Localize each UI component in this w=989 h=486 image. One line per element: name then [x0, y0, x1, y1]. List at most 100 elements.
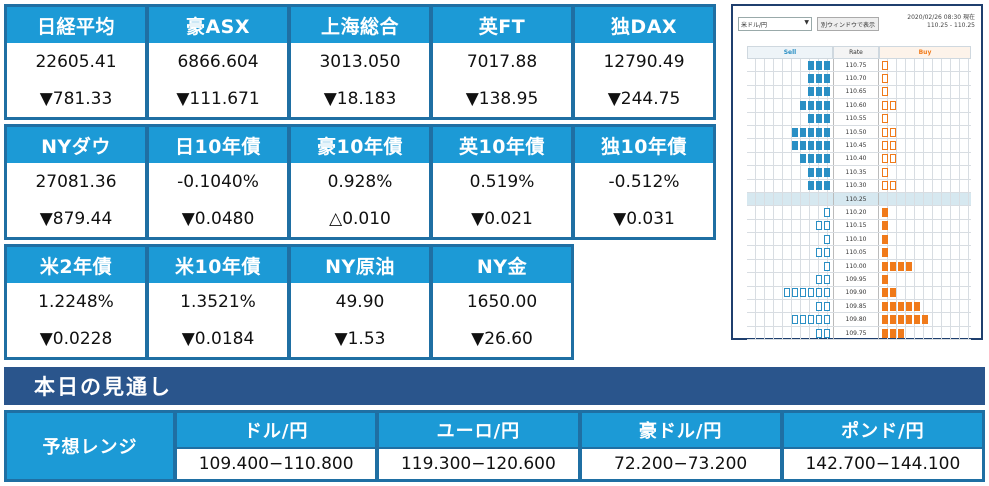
order-book-row: 110.15 [747, 219, 971, 234]
buy-order-square [922, 315, 928, 325]
order-book-row: 110.50 [747, 125, 971, 140]
sell-order-square [792, 141, 798, 151]
quote-change: ▼0.0184 [149, 320, 287, 357]
sell-order-square [784, 288, 790, 298]
sell-order-square [824, 181, 830, 191]
open-new-window-button[interactable]: 別ウィンドウで表示 [817, 17, 879, 31]
order-book-panel: 米ドル/円 ▼ 別ウィンドウで表示 2020/02/26 08:30 現在 11… [731, 4, 983, 341]
sell-order-square [816, 74, 822, 84]
buy-orders [879, 273, 971, 286]
quote-cell: 独DAX 12790.49 ▼244.75 [575, 7, 713, 117]
quote-value: 1.3521% [149, 283, 287, 320]
sell-order-square [824, 248, 830, 258]
order-book-row: 110.05 [747, 246, 971, 260]
sell-order-square [816, 154, 822, 164]
rate-header: Rate [833, 46, 879, 59]
buy-order-square [882, 328, 888, 338]
sell-orders [747, 286, 833, 300]
sell-order-square [808, 74, 814, 84]
order-book-row: 110.60 [747, 99, 971, 113]
sell-order-square [824, 60, 830, 70]
buy-orders [879, 326, 971, 340]
forecast-pair-name: 豪ドル/円 [581, 413, 780, 447]
quote-name: 日経平均 [7, 7, 145, 43]
forecast-pair-name: ドル/円 [177, 413, 376, 447]
buy-order-square [882, 60, 888, 70]
sell-order-square [824, 167, 830, 177]
quote-value: 7017.88 [433, 43, 571, 80]
order-book-range: 110.25 - 110.25 [927, 22, 975, 29]
buy-order-square [898, 315, 904, 325]
rate-label: 110.75 [833, 59, 879, 72]
buy-order-square [906, 301, 912, 311]
buy-order-square [914, 301, 920, 311]
sell-order-square [816, 181, 822, 191]
buy-orders [879, 112, 971, 125]
buy-order-square [882, 154, 888, 164]
sell-order-square [808, 288, 814, 298]
buy-orders [879, 152, 971, 166]
sell-order-square [816, 114, 822, 124]
rate-label: 110.25 [833, 192, 879, 206]
currency-pair-select[interactable]: 米ドル/円 ▼ [738, 17, 812, 31]
buy-orders [879, 139, 971, 152]
order-book-current-rate-row: 110.25 [747, 192, 971, 207]
quote-name: 米10年債 [149, 247, 287, 283]
sell-order-square [816, 248, 822, 258]
sell-order-square [808, 167, 814, 177]
buy-order-square [882, 87, 888, 97]
order-book-row: 110.10 [747, 233, 971, 247]
buy-order-square [882, 100, 888, 110]
sell-order-square [824, 274, 830, 284]
sell-order-square [816, 127, 822, 137]
sell-order-square [816, 301, 822, 311]
buy-orders [879, 99, 971, 112]
forecast-pair-column: ポンド/円 142.700−144.100 [783, 413, 982, 479]
rate-label: 110.60 [833, 99, 879, 112]
order-book-row: 110.30 [747, 179, 971, 193]
rate-label: 110.15 [833, 219, 879, 233]
sell-orders [747, 233, 833, 246]
sell-order-square [808, 60, 814, 70]
outlook-title: 本日の見通し [4, 367, 985, 405]
buy-orders [879, 233, 971, 246]
market-row: 日経平均 22605.41 ▼781.33 豪ASX 6866.604 ▼111.671 上… [7, 7, 713, 117]
quote-cell: NYダウ 27081.36 ▼879.44 [7, 127, 145, 237]
sell-order-square [816, 87, 822, 97]
quote-value: 0.519% [433, 163, 571, 200]
sell-order-square [816, 328, 822, 338]
sell-order-square [816, 60, 822, 70]
sell-orders [747, 192, 833, 206]
quote-value: -0.1040% [149, 163, 287, 200]
sell-order-square [808, 87, 814, 97]
sell-order-square [824, 328, 830, 338]
rate-label: 110.50 [833, 125, 879, 139]
rate-label: 110.00 [833, 259, 879, 273]
rate-label: 110.30 [833, 179, 879, 192]
forecast-pair-column: 豪ドル/円 72.200−73.200 [581, 413, 780, 479]
buy-header: Buy [879, 46, 971, 59]
quote-name: NYダウ [7, 127, 145, 163]
quote-name: 英FT [433, 7, 571, 43]
currency-pair-select-value: 米ドル/円 [741, 21, 768, 29]
forecast-range-columns: ドル/円 109.400−110.800 ユーロ/円 119.300−120.600 豪… [177, 413, 982, 479]
quote-change: ▼111.671 [149, 80, 287, 117]
quote-change: ▼26.60 [433, 320, 571, 357]
sell-order-square [824, 221, 830, 231]
rate-label: 110.20 [833, 206, 879, 219]
sell-orders [747, 72, 833, 85]
sell-order-square [808, 315, 814, 325]
sell-orders [747, 59, 833, 72]
forecast-pair-range: 119.300−120.600 [379, 449, 578, 479]
quote-value: 22605.41 [7, 43, 145, 80]
order-book-rows: 110.75 110.70 110.65 110.60 110.55 110.50 110.… [747, 59, 971, 341]
sell-order-square [808, 141, 814, 151]
sell-order-square [808, 100, 814, 110]
buy-order-square [882, 127, 888, 137]
quote-cell: 英FT 7017.88 ▼138.95 [433, 7, 571, 117]
quote-value: 1.2248% [7, 283, 145, 320]
order-book-table: Sell Rate Buy 110.75 110.70 110.65 110.60 11… [747, 46, 971, 341]
sell-order-square [816, 274, 822, 284]
order-book-row: 109.95 [747, 273, 971, 287]
buy-orders [879, 246, 971, 259]
